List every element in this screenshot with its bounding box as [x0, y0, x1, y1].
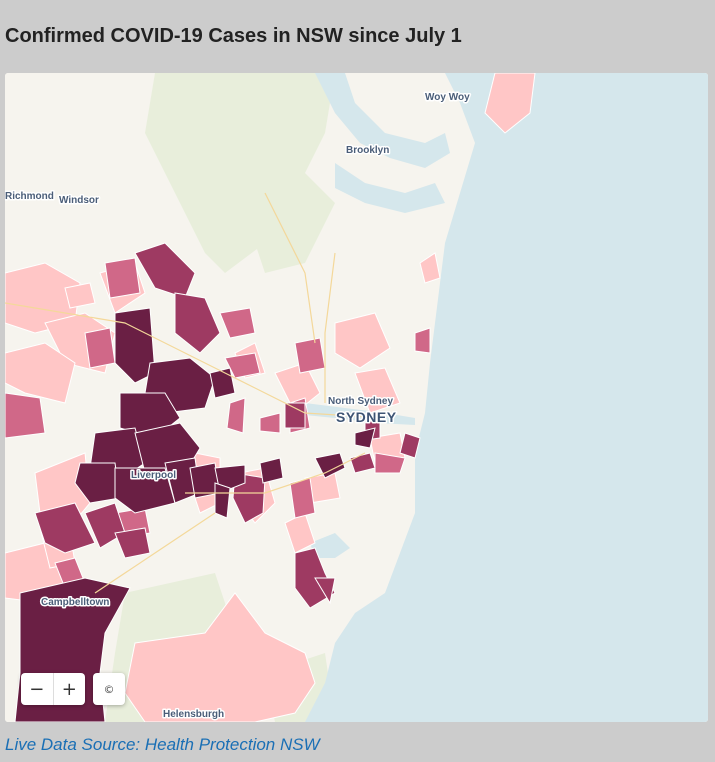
- sea: [305, 73, 708, 722]
- map-canvas[interactable]: Woy Woy Brooklyn Richmond Windsor North …: [5, 73, 708, 722]
- page-title: Confirmed COVID-19 Cases in NSW since Ju…: [5, 25, 462, 47]
- zoom-out-button[interactable]: −: [29, 678, 45, 700]
- label-north-sydney: North Sydney: [328, 396, 393, 407]
- label-richmond: Richmond: [5, 191, 54, 202]
- attribution-button[interactable]: ©: [93, 673, 125, 705]
- label-liverpool: Liverpool: [131, 470, 176, 481]
- label-sydney: SYDNEY: [336, 409, 397, 425]
- roads: [5, 192, 386, 594]
- label-woy-woy: Woy Woy: [425, 92, 470, 103]
- label-brooklyn: Brooklyn: [346, 145, 389, 156]
- label-campbelltown: Campbelltown: [41, 597, 109, 608]
- choropleth-map[interactable]: Woy Woy Brooklyn Richmond Windsor North …: [5, 73, 708, 722]
- zoom-controls: − +: [21, 673, 85, 705]
- label-helensburgh: Helensburgh: [163, 709, 224, 720]
- label-windsor: Windsor: [59, 195, 99, 206]
- zoom-in-button[interactable]: +: [52, 673, 86, 705]
- data-source-link[interactable]: Live Data Source: Health Protection NSW: [5, 735, 320, 754]
- case-regions[interactable]: [5, 73, 536, 722]
- waterways: [305, 73, 450, 558]
